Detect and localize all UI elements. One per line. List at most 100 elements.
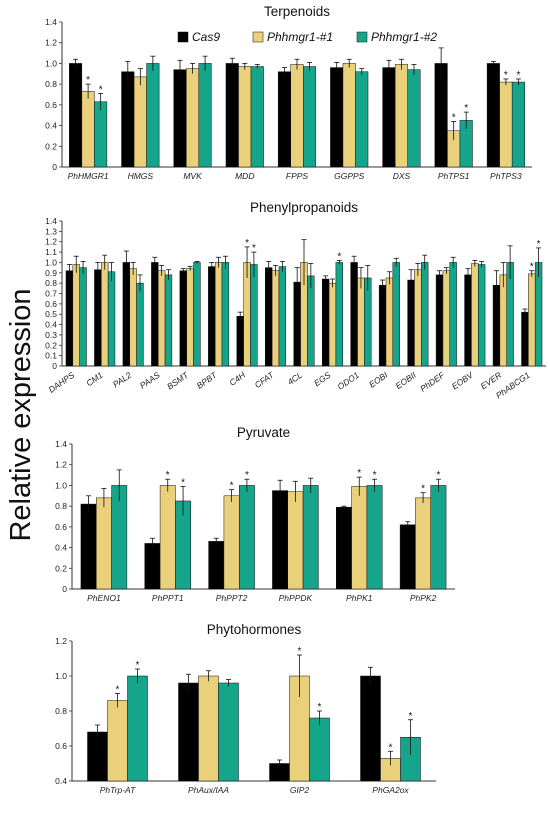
- significance-star: *: [86, 75, 90, 86]
- y-tick-label: 0.6: [55, 522, 67, 532]
- bar: [421, 262, 429, 367]
- bar: [157, 270, 166, 367]
- bar: [186, 68, 200, 168]
- significance-star: *: [298, 646, 302, 657]
- bar: [499, 274, 507, 367]
- bar: [72, 264, 80, 367]
- x-category-label: ODO1: [335, 370, 361, 392]
- bar: [471, 263, 479, 367]
- bar: [287, 491, 304, 590]
- bar: [435, 274, 444, 367]
- bar: [238, 485, 255, 590]
- chart-panel-0: Terpenoids 0 0.2 0.4 0.6 0.8 1.0 1.2 1.4 * * PhHMGR…: [45, 4, 532, 181]
- chart-panel-2: Pyruvate 0 0.2 0.4 0.6 0.8 1.0 1.2 1.4 PhENO1 * * Ph…: [55, 425, 455, 603]
- bar: [94, 269, 102, 367]
- bar: [477, 264, 486, 367]
- bar: [415, 497, 431, 590]
- x-category-label: PhPK2: [410, 593, 437, 603]
- y-tick-label: 1.2: [55, 636, 67, 646]
- x-category-label: EOBII: [394, 369, 419, 391]
- significance-star: *: [116, 685, 120, 696]
- x-category-label: FPPS: [286, 171, 309, 181]
- y-tick-label: 0.4: [45, 320, 57, 330]
- significance-star: *: [421, 484, 425, 495]
- bar: [129, 268, 137, 367]
- bar: [528, 273, 536, 367]
- x-category-label: PhTPS3: [490, 171, 522, 181]
- bar: [69, 63, 83, 168]
- bar: [214, 262, 223, 367]
- x-category-label: PhGA2ox: [372, 785, 409, 795]
- bar: [321, 278, 330, 367]
- legend-swatch: [356, 31, 368, 43]
- y-tick-label: 0.2: [45, 340, 57, 350]
- y-tick-label: 0.4: [45, 121, 57, 131]
- significance-star: *: [136, 660, 140, 671]
- x-category-label: HMGS: [128, 171, 154, 181]
- bar: [335, 262, 343, 367]
- bar: [414, 269, 422, 367]
- bar: [309, 717, 330, 782]
- chart-title: Phenylpropanoids: [250, 200, 358, 215]
- x-category-label: EGS: [312, 370, 333, 389]
- x-category-label: 4CL: [285, 370, 304, 387]
- bar: [394, 64, 408, 168]
- bar: [442, 270, 451, 367]
- bar: [407, 69, 421, 168]
- x-category-label: MVK: [183, 171, 202, 181]
- y-tick-label: 0.2: [55, 563, 67, 573]
- y-tick-label: 1.1: [45, 247, 57, 257]
- bar: [399, 524, 416, 590]
- bar: [144, 543, 161, 590]
- y-tick-label: 0.4: [55, 776, 67, 786]
- bar: [218, 682, 239, 782]
- x-category-label: PhPPT2: [216, 593, 248, 603]
- bar: [87, 731, 108, 782]
- x-category-label: CFAT: [253, 369, 277, 390]
- x-category-label: PAL2: [111, 370, 133, 390]
- x-category-label: GGPPS: [334, 171, 365, 181]
- bar: [378, 284, 387, 367]
- bar: [133, 76, 147, 168]
- x-category-label: EOBI: [367, 369, 390, 389]
- bar: [430, 485, 447, 590]
- bar: [151, 262, 159, 367]
- bar: [81, 91, 95, 168]
- x-category-label: BPBT: [195, 369, 220, 390]
- significance-star: *: [530, 262, 534, 273]
- y-tick-label: 0: [52, 361, 57, 371]
- bar: [122, 262, 131, 367]
- bar: [107, 700, 128, 782]
- significance-star: *: [464, 103, 468, 114]
- legend-label: Cas9: [192, 30, 220, 44]
- x-category-label: PhAux/IAA: [188, 785, 229, 795]
- significance-star: *: [409, 711, 413, 722]
- bar: [80, 503, 97, 590]
- bar: [392, 262, 400, 367]
- x-category-label: PhPPDK: [279, 593, 313, 603]
- x-category-label: EOBV: [450, 369, 476, 392]
- bar: [208, 541, 225, 590]
- bar: [290, 64, 304, 168]
- bar: [366, 485, 383, 590]
- bar: [355, 71, 369, 168]
- y-tick-label: 0.6: [55, 741, 67, 751]
- bar: [223, 495, 240, 590]
- significance-star: *: [166, 470, 170, 481]
- significance-star: *: [357, 468, 361, 479]
- x-category-label: CM1: [84, 370, 105, 389]
- bar: [79, 267, 87, 367]
- bar: [449, 262, 457, 367]
- bar: [94, 101, 108, 168]
- significance-star: *: [337, 251, 341, 262]
- bar: [221, 262, 230, 367]
- y-tick-label: 1.4: [45, 17, 57, 27]
- y-tick-label: 0: [52, 162, 57, 172]
- bar: [107, 271, 116, 367]
- bar: [486, 63, 500, 168]
- bar: [225, 63, 239, 168]
- shared-y-axis-label: Relative expression: [5, 288, 37, 541]
- y-tick-label: 1.0: [55, 671, 67, 681]
- bar: [265, 267, 273, 367]
- chart-panel-1: Phenylpropanoids00.10.20.30.40.50.60.70.…: [45, 200, 546, 400]
